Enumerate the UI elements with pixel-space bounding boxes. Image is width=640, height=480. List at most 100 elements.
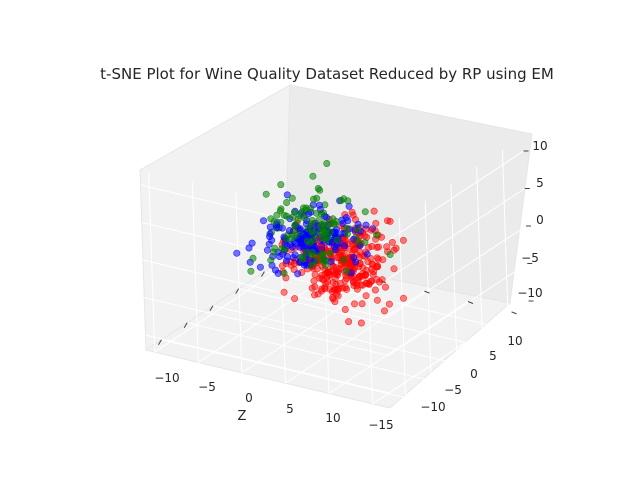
scatter-point <box>331 298 339 306</box>
grid-line <box>264 271 509 331</box>
scatter-point <box>319 209 327 217</box>
y-tick-label: −15 <box>368 418 393 432</box>
scatter-point <box>373 275 381 283</box>
scatter-point <box>289 254 297 262</box>
scatter-point <box>307 238 315 246</box>
scatter-point <box>262 190 270 198</box>
scatter-point <box>361 238 369 246</box>
grid-line <box>387 263 528 356</box>
scatter-point <box>283 253 291 261</box>
y-tick-mark <box>467 301 474 304</box>
scatter-point <box>277 205 285 213</box>
scatter-point <box>328 288 336 296</box>
scatter-point <box>278 262 286 270</box>
scatter-point <box>315 201 323 209</box>
x-axis-label: Z <box>238 409 247 424</box>
scatter-point <box>340 256 348 264</box>
x-tick-label: 0 <box>245 391 253 405</box>
grid-line <box>238 288 483 348</box>
scatter-point <box>373 296 381 304</box>
scatter-point <box>365 280 373 288</box>
scatter-point <box>350 300 358 308</box>
scatter-point <box>373 231 381 239</box>
scatter-point <box>259 217 267 225</box>
scatter-point <box>291 295 299 303</box>
scatter-point <box>283 199 291 207</box>
scatter-point <box>298 255 306 263</box>
scatter-point <box>263 246 271 254</box>
scatter-point <box>373 243 381 251</box>
scatter-point <box>316 186 324 194</box>
scatter-point <box>267 215 275 223</box>
scatter-point <box>283 212 291 220</box>
scatter-point <box>345 318 353 326</box>
z-tick-label: 5 <box>536 176 544 190</box>
scatter-point <box>277 181 285 189</box>
scatter-point <box>311 271 319 279</box>
scatter-point <box>280 269 288 277</box>
scatter-point <box>340 242 348 250</box>
scatter-point <box>325 268 333 276</box>
scatter-point <box>294 270 302 278</box>
y-tick-label: −10 <box>420 400 445 414</box>
scatter-point <box>388 238 396 246</box>
scatter-point <box>361 208 369 216</box>
scatter-point <box>371 286 379 294</box>
x-tick-mark <box>183 322 188 328</box>
scatter-point <box>272 224 280 232</box>
scatter-point <box>343 285 351 293</box>
scatter-point <box>318 221 326 229</box>
scatter-point <box>318 271 326 279</box>
scatter-point <box>319 256 327 264</box>
scatter-point <box>350 254 358 262</box>
scatter-point <box>249 254 257 262</box>
x-tick-label: −10 <box>154 371 179 385</box>
y-tick-mark <box>511 311 517 315</box>
scatter-point <box>390 265 398 273</box>
scatter-point <box>274 269 282 277</box>
scatter-point <box>266 233 274 241</box>
scatter-point <box>349 277 357 285</box>
grid-line <box>285 290 425 384</box>
scatter-point <box>334 271 342 279</box>
z-tick-label: 0 <box>536 213 544 227</box>
scatter-point <box>383 217 391 225</box>
grid-line <box>154 259 294 353</box>
grid-line <box>384 150 524 244</box>
y-tick-label: 5 <box>489 349 497 363</box>
x-tick-label: 10 <box>325 411 340 425</box>
grid-line <box>161 339 406 399</box>
scatter-point <box>280 288 288 296</box>
scatter-point <box>399 236 407 244</box>
grid-line <box>389 300 529 394</box>
grid-line <box>212 305 458 365</box>
scatter-point <box>362 292 370 300</box>
x-tick-mark <box>209 305 214 311</box>
scatter-point <box>399 294 407 302</box>
scatter-point <box>324 278 332 286</box>
scatter-point <box>363 250 371 258</box>
x-tick-mark <box>235 288 240 294</box>
z-tick-label: −10 <box>517 286 542 300</box>
x-tick-mark <box>158 339 162 346</box>
scatter-point <box>312 209 320 217</box>
grid-lines <box>140 149 529 405</box>
scatter-point <box>369 260 377 268</box>
scatter-point <box>311 283 319 291</box>
scatter-point <box>342 214 350 222</box>
grid-line <box>187 322 432 382</box>
scatter-point <box>332 218 340 226</box>
scatter-point <box>283 191 291 199</box>
y-tick-label: 10 <box>507 334 522 348</box>
scatter-point <box>354 238 362 246</box>
scatter-point <box>359 281 367 289</box>
scatter-point <box>282 235 290 243</box>
scatter-point <box>299 204 307 212</box>
scatter-point <box>245 244 253 252</box>
scatter-point <box>332 264 340 272</box>
scatter-point <box>381 283 389 291</box>
chart-title: t-SNE Plot for Wine Quality Dataset Redu… <box>100 65 554 83</box>
scatter-point <box>358 300 366 308</box>
scatter-point <box>300 214 308 222</box>
scatter-point <box>248 239 256 247</box>
